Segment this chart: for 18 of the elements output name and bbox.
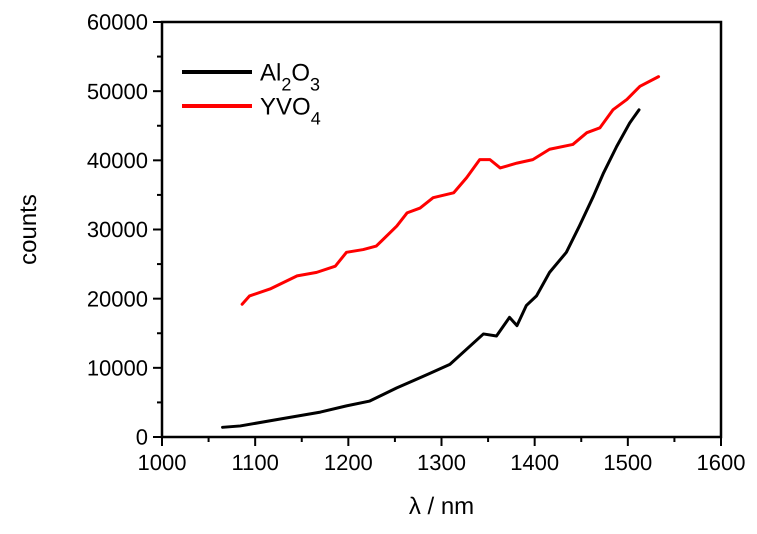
- x-tick-label: 1500: [603, 450, 652, 475]
- y-tick-label: 0: [136, 424, 148, 450]
- x-tick-label: 1600: [696, 450, 746, 475]
- y-tick-label: 10000: [86, 356, 148, 381]
- y-tick-label: 50000: [86, 78, 148, 104]
- y-tick-label: 30000: [86, 217, 148, 242]
- x-tick-label: 1000: [138, 450, 186, 475]
- legend-label: YVO$_{4}$: [260, 93, 321, 128]
- y-axis-title: counts: [15, 194, 42, 265]
- y-tick-label: 40000: [86, 148, 148, 174]
- x-tick-label: 1400: [510, 450, 560, 475]
- x-axis-title: λ / nm: [408, 493, 474, 520]
- x-tick-label: 1300: [417, 450, 466, 475]
- x-tick-label: 1100: [232, 450, 279, 475]
- y-tick-label: 60000: [86, 10, 148, 35]
- y-tick-label: 20000: [86, 286, 148, 312]
- x-tick-label: 1200: [324, 450, 373, 475]
- legend-label: Al$_{2}$O$_{3}$: [260, 59, 320, 94]
